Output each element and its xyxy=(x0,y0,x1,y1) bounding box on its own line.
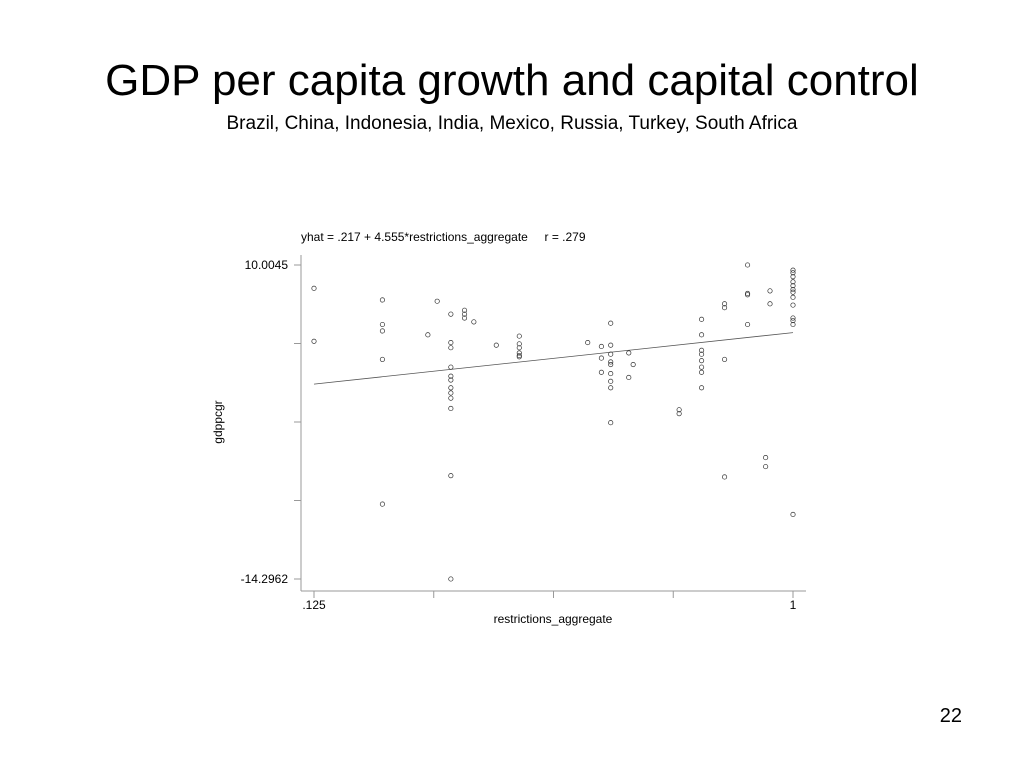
data-point xyxy=(699,358,705,364)
data-point xyxy=(608,320,614,326)
data-point xyxy=(763,464,769,470)
data-point xyxy=(699,369,705,375)
page-number: 22 xyxy=(939,705,962,727)
data-point xyxy=(493,342,499,348)
data-point xyxy=(448,345,454,351)
data-point xyxy=(699,351,705,357)
regression-equation: yhat = .217 + 4.555*restrictions_aggrega… xyxy=(301,230,586,244)
data-point xyxy=(745,262,751,268)
data-point xyxy=(516,333,522,339)
data-point xyxy=(448,390,454,396)
data-point xyxy=(626,350,632,356)
data-point xyxy=(516,341,522,347)
data-point xyxy=(434,298,440,304)
data-point xyxy=(516,352,522,359)
data-point xyxy=(608,351,614,357)
data-point xyxy=(379,501,385,507)
data-point xyxy=(448,395,454,401)
data-point xyxy=(379,356,385,362)
data-point xyxy=(448,576,454,582)
data-point xyxy=(745,321,751,328)
data-point xyxy=(790,279,796,285)
data-point xyxy=(699,347,705,353)
data-point xyxy=(699,364,705,370)
data-point xyxy=(448,311,454,317)
data-point xyxy=(516,345,522,351)
data-point xyxy=(598,355,604,361)
data-point xyxy=(608,362,614,368)
data-point xyxy=(585,340,591,346)
data-point xyxy=(608,385,614,391)
data-point xyxy=(448,473,454,479)
data-point xyxy=(699,316,705,322)
data-point xyxy=(448,340,454,346)
data-point xyxy=(790,321,796,328)
data-point xyxy=(311,338,317,344)
data-point xyxy=(722,305,728,311)
data-point xyxy=(790,318,796,324)
data-point xyxy=(461,307,468,313)
data-point xyxy=(790,267,796,273)
chart-axes xyxy=(300,255,806,592)
data-point xyxy=(516,350,522,356)
data-point xyxy=(461,311,468,317)
data-point xyxy=(448,385,454,391)
x-axis-label: restrictions_aggregate xyxy=(494,612,613,626)
data-point xyxy=(311,285,317,291)
data-point xyxy=(448,364,454,370)
data-point xyxy=(767,288,773,294)
data-point xyxy=(722,301,728,307)
data-point xyxy=(379,321,385,328)
data-point xyxy=(767,301,773,307)
data-point xyxy=(598,343,604,350)
data-point xyxy=(745,292,751,298)
data-point xyxy=(790,287,796,293)
data-point xyxy=(790,274,796,280)
slide-title: GDP per capita growth and capital contro… xyxy=(105,56,919,105)
data-point xyxy=(598,369,604,375)
data-point xyxy=(790,302,796,308)
x-tick-label: .125 xyxy=(302,598,326,612)
data-point xyxy=(790,294,796,300)
y-axis-label: gdppcgr xyxy=(211,400,225,443)
data-point xyxy=(630,362,636,368)
data-point xyxy=(676,407,682,413)
data-points xyxy=(311,262,796,582)
data-point xyxy=(790,511,796,517)
data-point xyxy=(790,289,796,295)
data-point xyxy=(608,420,614,426)
data-point xyxy=(763,455,769,461)
data-point xyxy=(699,332,705,338)
data-point xyxy=(722,356,728,362)
data-point xyxy=(448,405,454,412)
data-point xyxy=(722,474,728,480)
data-point xyxy=(471,319,477,325)
data-point xyxy=(608,359,614,365)
data-point xyxy=(379,297,385,303)
data-point xyxy=(745,290,751,297)
data-point xyxy=(425,332,431,338)
y-tick-label: 10.0045 xyxy=(245,258,289,272)
data-point xyxy=(676,411,682,417)
data-point xyxy=(790,283,796,289)
x-tick-label: 1 xyxy=(790,598,797,612)
slide-subtitle: Brazil, China, Indonesia, India, Mexico,… xyxy=(226,113,798,134)
data-point xyxy=(626,374,632,381)
data-point xyxy=(608,371,614,377)
data-point xyxy=(608,342,614,348)
data-point xyxy=(699,385,705,391)
data-point xyxy=(608,378,614,384)
data-point xyxy=(448,377,454,383)
y-tick-label: -14.2962 xyxy=(241,572,289,586)
data-point xyxy=(379,328,385,334)
data-point xyxy=(516,354,522,360)
data-point xyxy=(790,270,796,276)
data-point xyxy=(448,373,454,379)
chart-ticks: 10.0045 -14.2962 .125 1 xyxy=(241,258,797,612)
data-point xyxy=(790,315,796,321)
data-point xyxy=(461,315,468,321)
regression-line xyxy=(313,332,794,385)
